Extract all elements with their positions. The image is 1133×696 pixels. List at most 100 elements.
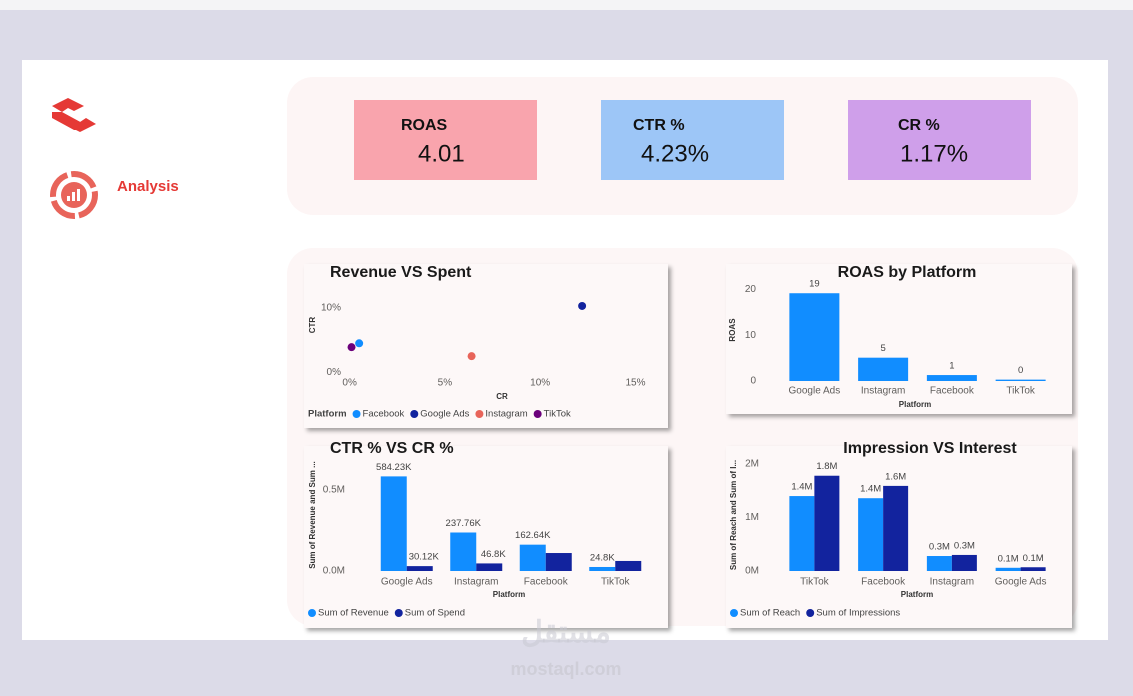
data-label: 1 <box>949 361 954 372</box>
legend-label: Google Ads <box>420 409 469 420</box>
chart-title: CTR % VS CR % <box>330 440 454 457</box>
kpi-value: 1.17% <box>900 140 968 167</box>
bar <box>995 379 1046 381</box>
chart: Impression VS Interest Sum of Reach and S… <box>726 440 1072 628</box>
legend-swatch <box>475 410 484 418</box>
y-tick-label: 0.0M <box>323 566 345 577</box>
x-tick-label: 0% <box>342 378 357 389</box>
legend-swatch <box>352 410 361 418</box>
y-tick-label: 10% <box>321 303 341 314</box>
top-strip <box>0 0 1133 10</box>
data-label: 0.1M <box>1023 553 1044 564</box>
data-label: 1.8M <box>816 461 837 472</box>
y-tick-label: 20 <box>745 284 757 295</box>
watermark: مستقل <box>521 616 611 649</box>
x-tick-label: 15% <box>625 378 645 389</box>
kpi-label: ROAS <box>401 117 448 134</box>
data-label: 24.8K <box>590 552 615 563</box>
data-label: 0 <box>1018 365 1023 376</box>
analysis-icon <box>50 171 98 219</box>
x-axis-label: Platform <box>901 590 933 599</box>
bar <box>883 485 909 571</box>
legend-title: Platform <box>308 409 347 420</box>
scatter-point <box>355 339 364 348</box>
kpi-value: 4.01 <box>418 140 465 167</box>
bar <box>476 563 503 571</box>
watermark: mostaql.com <box>510 659 621 679</box>
data-label: 1.4M <box>791 482 812 493</box>
kpi-card <box>354 100 537 180</box>
chart-card <box>726 264 1072 414</box>
data-label: 1.6M <box>885 471 906 482</box>
data-label: 0.3M <box>954 540 975 551</box>
bar <box>589 566 616 571</box>
y-axis-label: CTR <box>308 317 317 334</box>
chart-card <box>304 264 668 428</box>
bar <box>858 498 884 571</box>
legend-label: TikTok <box>544 409 571 420</box>
chart-card <box>304 446 668 628</box>
bar <box>995 567 1021 571</box>
kpi-label: CTR % <box>633 117 685 134</box>
logo <box>52 98 96 132</box>
legend-swatch <box>730 609 738 617</box>
data-label: 46.8K <box>481 549 506 560</box>
bar <box>789 293 840 381</box>
data-label: 1.4M <box>860 484 881 495</box>
bar <box>380 476 407 571</box>
bar <box>951 554 977 571</box>
chart-title: Revenue VS Spent <box>330 264 472 281</box>
chart: Revenue VS Spent CTR CR 0% 10% 0% 5% 10% 15% Plat… <box>304 264 668 428</box>
x-axis-label: Platform <box>493 590 525 599</box>
y-axis-label: Sum of Reach and Sum of I... <box>729 460 738 570</box>
x-tick-label: Facebook <box>930 386 975 397</box>
legend-label: Sum of Revenue <box>318 608 389 619</box>
data-label: 584.23K <box>376 462 412 473</box>
legend-swatch <box>410 410 419 418</box>
y-tick-label: 2M <box>745 459 759 470</box>
legend-label: Sum of Spend <box>405 608 465 619</box>
y-tick-label: 10 <box>745 330 757 341</box>
scatter-point <box>467 352 476 361</box>
x-tick-label: TikTok <box>601 577 631 588</box>
y-tick-label: 0 <box>750 376 756 387</box>
bar <box>545 553 572 571</box>
x-axis-label: CR <box>496 392 508 401</box>
legend-swatch <box>394 609 403 617</box>
bar <box>926 375 977 381</box>
data-label: 237.76K <box>446 518 482 529</box>
nav-label[interactable]: Analysis <box>117 178 179 195</box>
y-axis-label: Sum of Revenue and Sum ... <box>308 461 317 569</box>
scatter-point <box>347 343 356 352</box>
chart-title: ROAS by Platform <box>838 264 977 281</box>
kpi-card <box>848 100 1031 180</box>
bar <box>615 560 642 571</box>
chart: CTR % VS CR % Sum of Revenue and Sum ... P… <box>304 440 668 628</box>
bar <box>926 556 952 571</box>
y-tick-label: 0.5M <box>323 485 345 496</box>
kpi-label: CR % <box>898 117 940 134</box>
legend-label: Instagram <box>485 409 527 420</box>
x-tick-label: TikTok <box>1006 386 1036 397</box>
bar <box>406 566 433 571</box>
x-tick-label: Google Ads <box>995 577 1047 588</box>
bar <box>789 496 815 571</box>
legend-swatch <box>308 609 316 617</box>
data-label: 19 <box>809 279 820 290</box>
x-tick-label: TikTok <box>800 577 830 588</box>
chart-title: Impression VS Interest <box>843 440 1017 457</box>
legend-label: Sum of Impressions <box>816 608 900 619</box>
bar <box>519 544 546 571</box>
y-tick-label: 1M <box>745 512 759 523</box>
x-axis-label: Platform <box>899 400 931 409</box>
x-tick-label: Google Ads <box>789 386 841 397</box>
x-tick-label: Facebook <box>524 577 569 588</box>
kpi-value: 4.23% <box>641 140 709 167</box>
bar <box>1020 567 1046 571</box>
kpi-card <box>601 100 784 180</box>
bar <box>450 532 477 571</box>
bar <box>814 475 840 571</box>
data-label: 5 <box>880 343 885 354</box>
